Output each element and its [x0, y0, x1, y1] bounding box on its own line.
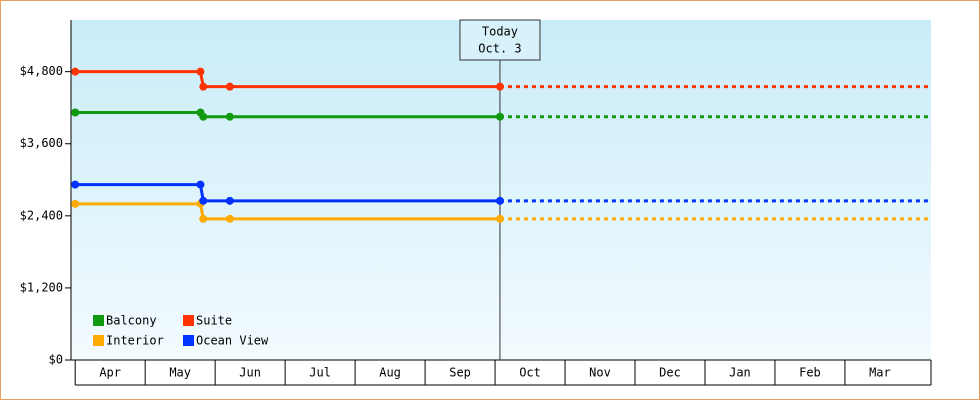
legend-swatch [183, 315, 194, 326]
today-label: Oct. 3 [478, 42, 521, 56]
x-tick-label: Dec [659, 366, 681, 380]
legend-label: Interior [106, 334, 164, 348]
x-tick-label: Mar [869, 366, 891, 380]
x-tick-label: May [169, 366, 191, 380]
point [71, 180, 80, 189]
point [71, 108, 80, 117]
point [199, 214, 208, 223]
legend-label: Suite [196, 314, 232, 328]
point [196, 67, 205, 76]
point [225, 112, 234, 121]
legend-swatch [183, 335, 194, 346]
x-tick-label: Jul [309, 366, 331, 380]
x-tick-label: Sep [449, 366, 471, 380]
point [71, 67, 80, 76]
point [495, 112, 504, 121]
today-label: Today [482, 25, 518, 39]
point [71, 199, 80, 208]
legend-label: Balcony [106, 314, 157, 328]
point [225, 82, 234, 91]
legend-swatch [93, 315, 104, 326]
point [225, 196, 234, 205]
point [199, 82, 208, 91]
x-tick-label: Jan [729, 366, 751, 380]
point [199, 112, 208, 121]
point [199, 196, 208, 205]
plot-area [71, 20, 931, 360]
legend-label: Ocean View [196, 334, 269, 348]
point [196, 180, 205, 189]
y-tick-label: $0 [49, 353, 63, 367]
legend-swatch [93, 335, 104, 346]
y-tick-label: $2,400 [20, 208, 63, 222]
point [225, 214, 234, 223]
point [495, 196, 504, 205]
x-tick-label: Aug [379, 366, 401, 380]
today-box [459, 19, 541, 61]
x-tick-label: Jun [239, 366, 261, 380]
x-tick-label: Nov [589, 366, 611, 380]
x-tick-label: Oct [519, 366, 541, 380]
y-tick-label: $1,200 [20, 280, 63, 294]
x-tick-label: Apr [99, 366, 121, 380]
point [495, 82, 504, 91]
y-tick-label: $3,600 [20, 136, 63, 150]
point [495, 214, 504, 223]
x-tick-label: Feb [799, 366, 821, 380]
y-tick-label: $4,800 [20, 64, 63, 78]
